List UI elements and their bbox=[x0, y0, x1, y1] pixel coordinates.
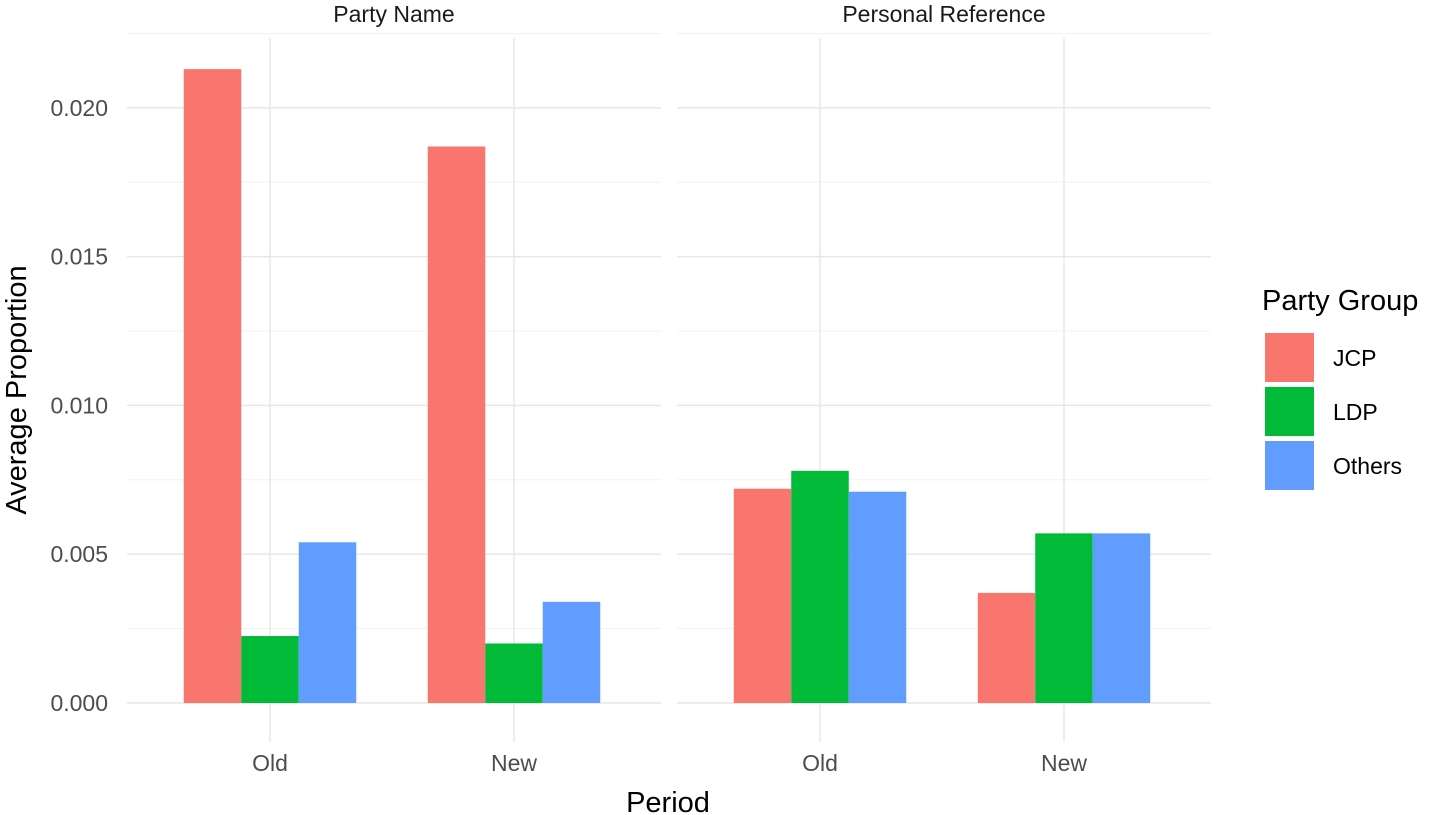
bar-jcp-new bbox=[427, 146, 486, 703]
y-tick-label: 0.020 bbox=[50, 95, 108, 121]
bar-ldp-old bbox=[241, 636, 299, 703]
y-axis: 0.000 0.005 0.010 0.015 0.020 bbox=[50, 95, 108, 716]
x-tick-label: New bbox=[491, 750, 537, 776]
x-tick-label: New bbox=[1041, 750, 1087, 776]
legend-label-jcp: JCP bbox=[1333, 345, 1376, 371]
legend-label-others: Others bbox=[1333, 453, 1402, 479]
bar-jcp-new bbox=[977, 592, 1036, 703]
y-tick-label: 0.010 bbox=[50, 392, 108, 418]
panel-2: Personal Reference Old New bbox=[677, 1, 1211, 776]
bar-others-old bbox=[298, 542, 357, 703]
legend-key-jcp bbox=[1265, 333, 1314, 382]
bar-jcp-old bbox=[183, 69, 242, 703]
bar-jcp-old bbox=[733, 488, 792, 703]
panels-layer: Party Name Old New Personal Reference Old New bbox=[127, 1, 1211, 776]
y-tick-label: 0.015 bbox=[50, 244, 108, 270]
bar-others-new bbox=[1092, 533, 1151, 703]
bar-ldp-new bbox=[485, 643, 543, 703]
legend-key-others bbox=[1265, 441, 1314, 490]
bar-others-old bbox=[848, 491, 907, 703]
y-tick-label: 0.005 bbox=[50, 541, 108, 567]
legend-label-ldp: LDP bbox=[1333, 399, 1378, 425]
legend: Party Group JCP LDP Others bbox=[1262, 285, 1418, 490]
y-tick-label: 0.000 bbox=[50, 690, 108, 716]
panel-title: Party Name bbox=[333, 1, 454, 27]
panel-1: Party Name Old New bbox=[127, 1, 661, 776]
panel-title: Personal Reference bbox=[842, 1, 1045, 27]
bar-ldp-new bbox=[1035, 533, 1093, 703]
legend-title: Party Group bbox=[1262, 285, 1418, 317]
legend-key-ldp bbox=[1265, 387, 1314, 436]
x-tick-label: Old bbox=[252, 750, 288, 776]
y-axis-title: Average Proportion bbox=[1, 265, 33, 514]
x-axis-title: Period bbox=[626, 787, 710, 815]
bar-others-new bbox=[542, 601, 601, 703]
bar-ldp-old bbox=[791, 470, 849, 703]
x-tick-label: Old bbox=[802, 750, 838, 776]
